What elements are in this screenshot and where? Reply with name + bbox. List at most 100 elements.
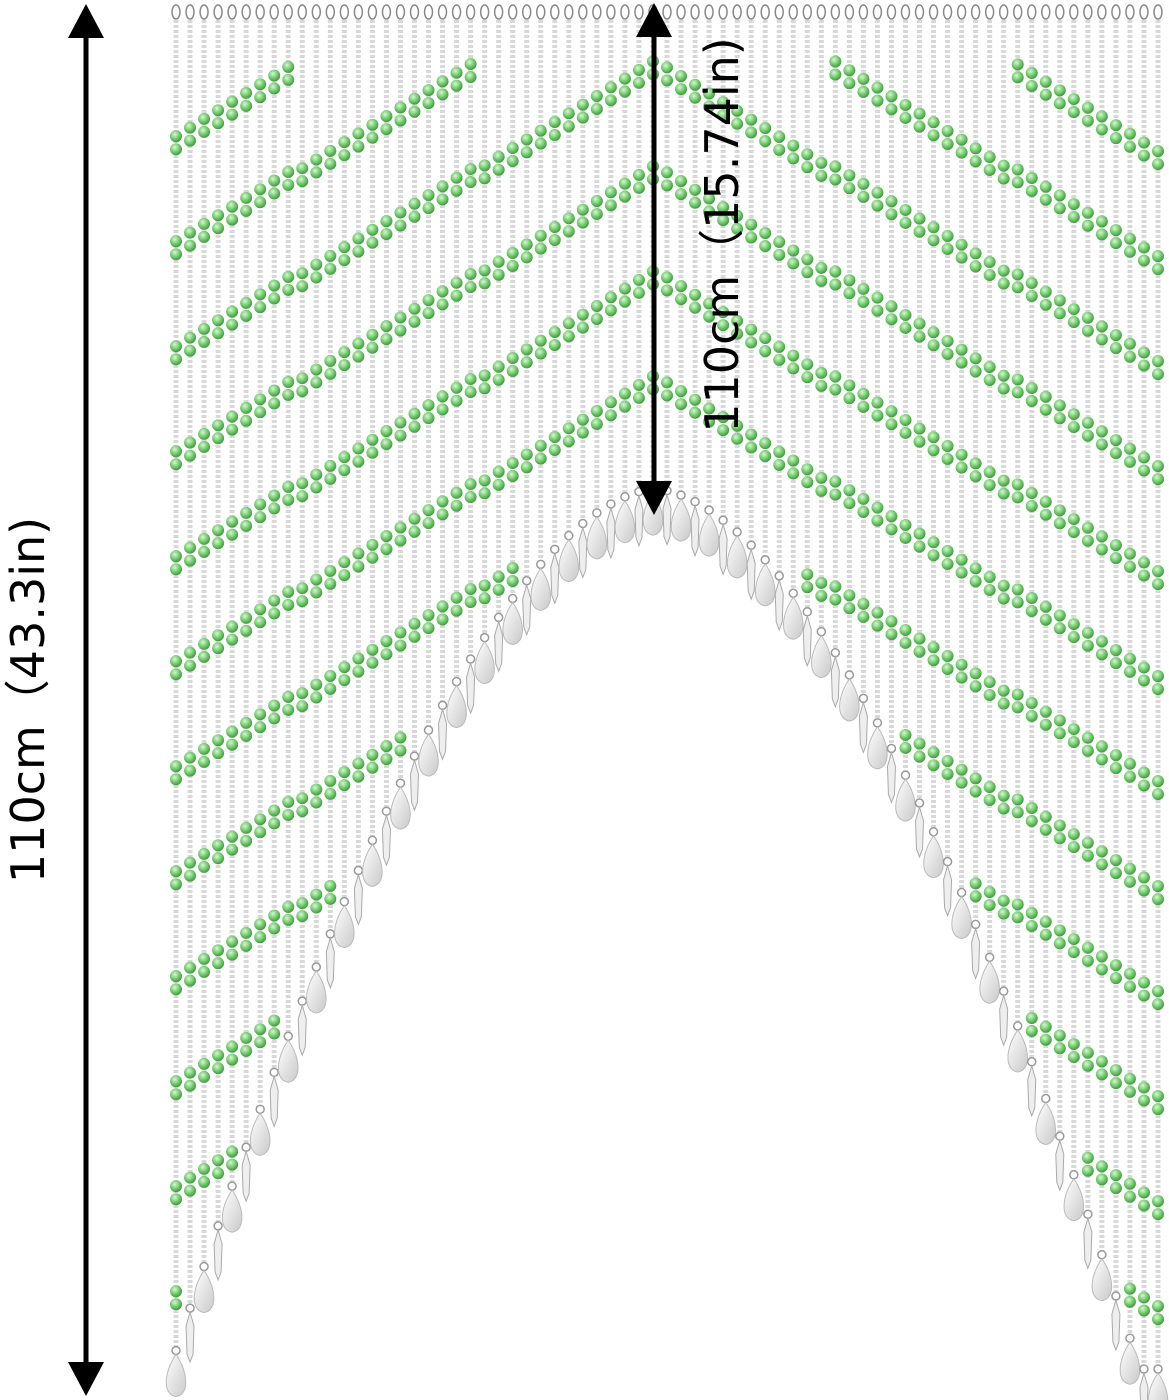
green-bead — [1123, 337, 1136, 350]
green-bead — [731, 222, 744, 235]
green-bead — [731, 117, 744, 130]
green-bead — [857, 505, 870, 518]
green-bead — [436, 180, 449, 193]
green-bead — [899, 111, 912, 124]
green-bead — [1081, 206, 1094, 219]
crystal-drop — [530, 567, 551, 611]
green-bead — [675, 188, 688, 201]
green-bead — [562, 435, 575, 448]
green-bead — [1109, 539, 1122, 552]
green-bead — [422, 399, 435, 412]
crystal-drop — [418, 733, 439, 777]
green-bead — [969, 457, 982, 470]
crystal-prism — [971, 926, 981, 980]
green-bead — [604, 94, 617, 107]
green-bead — [632, 168, 645, 181]
green-bead — [170, 353, 182, 366]
hook — [914, 4, 925, 20]
hook — [746, 4, 756, 20]
green-bead — [226, 620, 239, 633]
green-bead — [534, 137, 547, 150]
green-bead — [254, 813, 267, 826]
green-bead — [296, 175, 309, 188]
green-bead — [604, 304, 617, 317]
green-bead — [759, 227, 772, 240]
green-bead — [1152, 355, 1164, 368]
green-bead — [212, 314, 225, 327]
green-bead — [268, 82, 281, 95]
green-bead — [450, 79, 463, 92]
green-bead — [1011, 478, 1024, 491]
green-bead — [380, 215, 393, 228]
green-bead — [1081, 1059, 1094, 1072]
hook — [830, 4, 841, 20]
green-bead — [184, 449, 197, 462]
green-bead — [212, 839, 225, 852]
green-bead — [941, 649, 954, 662]
ring — [395, 778, 406, 788]
green-bead — [1137, 976, 1150, 989]
green-bead — [240, 1044, 253, 1057]
green-bead — [450, 66, 463, 79]
green-bead — [478, 474, 491, 487]
green-bead — [338, 254, 351, 267]
green-bead — [422, 202, 435, 215]
green-bead — [1123, 350, 1136, 363]
green-bead — [759, 450, 772, 463]
green-bead — [450, 184, 463, 197]
green-bead — [170, 1285, 182, 1298]
green-bead — [184, 751, 197, 764]
ring — [844, 670, 855, 680]
green-bead — [394, 534, 407, 547]
crystal-drop — [586, 516, 608, 560]
green-bead — [1025, 592, 1038, 605]
green-bead — [492, 268, 505, 281]
green-bead — [675, 70, 688, 83]
hook — [1097, 4, 1107, 20]
green-bead — [689, 393, 702, 406]
green-bead — [170, 1180, 182, 1193]
green-bead — [843, 602, 856, 615]
green-bead — [1053, 1029, 1066, 1042]
green-bead — [576, 216, 589, 229]
green-bead — [1152, 473, 1164, 486]
green-bead — [618, 190, 631, 203]
green-bead — [198, 1162, 211, 1175]
green-bead — [941, 544, 954, 557]
green-bead — [338, 766, 351, 779]
green-bead — [983, 269, 996, 282]
green-bead — [941, 767, 954, 780]
green-bead — [955, 251, 968, 264]
green-bead — [268, 607, 281, 620]
green-bead — [254, 301, 267, 314]
green-bead — [997, 907, 1010, 920]
green-bead — [450, 381, 463, 394]
green-bead — [268, 384, 281, 397]
green-bead — [1011, 688, 1024, 701]
crystal-drop — [726, 535, 748, 579]
green-bead — [1123, 757, 1136, 770]
green-bead — [632, 63, 645, 76]
green-bead — [1053, 307, 1066, 320]
green-bead — [1039, 810, 1052, 823]
green-bead — [689, 196, 702, 209]
green-bead — [1025, 1012, 1038, 1025]
green-bead — [787, 467, 800, 480]
green-bead — [562, 225, 575, 238]
green-bead — [899, 531, 912, 544]
green-bead — [464, 71, 477, 84]
green-bead — [773, 458, 786, 471]
green-bead — [913, 330, 926, 343]
green-bead — [1152, 670, 1164, 683]
green-bead — [689, 78, 702, 91]
green-bead — [1053, 399, 1066, 412]
green-bead — [969, 247, 982, 260]
green-bead — [1123, 862, 1136, 875]
green-bead — [675, 280, 688, 293]
green-bead — [184, 239, 197, 252]
hook — [564, 4, 574, 20]
green-bead — [198, 112, 211, 125]
green-bead — [282, 270, 295, 283]
green-bead — [1095, 228, 1108, 241]
green-bead — [703, 87, 716, 100]
